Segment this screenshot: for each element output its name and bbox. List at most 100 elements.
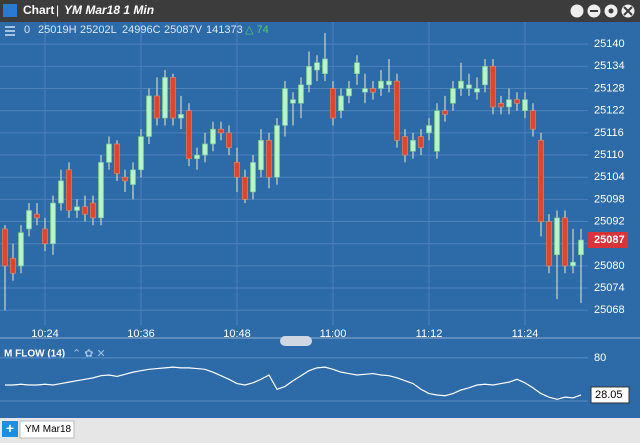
candle-body xyxy=(354,62,360,75)
tab-label: YM Mar18 xyxy=(25,424,72,435)
candle-body xyxy=(258,139,264,171)
candle-body xyxy=(74,206,80,211)
candle-body xyxy=(322,58,328,75)
candle-body xyxy=(146,95,152,137)
menu-button[interactable] xyxy=(5,26,15,36)
candle-body xyxy=(138,136,144,171)
candle-body xyxy=(434,110,440,152)
candle-body xyxy=(522,99,528,111)
candle-body xyxy=(466,84,472,89)
last-value-label: 28.05 xyxy=(595,389,623,401)
indicator-line xyxy=(5,366,582,400)
candle-body xyxy=(122,176,128,182)
candle-body xyxy=(442,110,448,115)
candle-body xyxy=(114,143,120,174)
window-buttons[interactable] xyxy=(570,4,635,18)
candle-body xyxy=(162,77,168,119)
indicator-controls[interactable]: ⌃ ✿ ✕ xyxy=(72,348,106,360)
x-tick-label: 11:00 xyxy=(320,328,347,340)
candle-body xyxy=(370,88,376,93)
candle-body xyxy=(250,162,256,193)
candle-body xyxy=(50,202,56,245)
candle-body xyxy=(450,88,456,104)
candle-body xyxy=(418,136,424,148)
info-field: 141373 xyxy=(206,24,243,36)
x-tick-label: 10:48 xyxy=(223,328,251,340)
y-tick-label: 25104 xyxy=(594,171,625,183)
candle-body xyxy=(570,261,576,267)
candle-body xyxy=(18,232,24,267)
x-tick-label: 11:24 xyxy=(512,328,539,340)
separator: | xyxy=(56,3,59,17)
candle-body xyxy=(378,80,384,89)
y-tick-label: 25110 xyxy=(594,149,624,161)
candle-body xyxy=(202,143,208,156)
panel-resize-handle[interactable] xyxy=(280,336,312,346)
info-field: 25019H xyxy=(38,24,77,36)
y-tick-label: 25074 xyxy=(594,282,625,294)
candle-body xyxy=(490,66,496,108)
candle-body xyxy=(426,125,432,134)
candle-body xyxy=(170,77,176,119)
info-field: 25202L xyxy=(80,24,117,36)
candle-body xyxy=(130,169,136,185)
x-tick-label: 11:12 xyxy=(416,328,443,340)
info-field: 24996C xyxy=(122,24,161,36)
candle-body xyxy=(362,88,368,93)
candle-body xyxy=(314,62,320,71)
change: △ 74 xyxy=(245,24,269,36)
candle-body xyxy=(546,221,552,267)
icon xyxy=(608,8,614,14)
candle-body xyxy=(306,66,312,86)
y-tick-label: 25080 xyxy=(594,260,625,272)
candle-body xyxy=(210,128,216,145)
candle-body xyxy=(34,213,40,219)
candle-body xyxy=(66,169,72,211)
candle-body xyxy=(154,95,160,119)
icon xyxy=(590,10,598,12)
candle-body xyxy=(82,206,88,215)
candle-body xyxy=(474,88,480,93)
candle-body xyxy=(42,228,48,245)
candle-body xyxy=(498,102,504,108)
candle-body xyxy=(530,110,536,130)
candle-body xyxy=(90,202,96,219)
y-tick-label: 25098 xyxy=(594,193,625,205)
candle-body xyxy=(482,66,488,86)
candle-body xyxy=(330,88,336,119)
indicator-title: M FLOW (14) xyxy=(4,349,65,360)
chart-title: YM Mar18 1 Min xyxy=(64,3,154,17)
candle-body xyxy=(514,99,520,104)
add-tab-button[interactable] xyxy=(2,421,18,437)
candle-body xyxy=(242,176,248,200)
x-tick-label: 10:24 xyxy=(31,328,59,340)
candle-body xyxy=(386,80,392,86)
candle-body xyxy=(58,180,64,204)
tab[interactable] xyxy=(19,420,75,439)
help-button[interactable] xyxy=(570,4,584,18)
window-title: Chart xyxy=(23,3,54,17)
y-tick-label: 25122 xyxy=(594,105,625,117)
info-field: 0 xyxy=(24,24,30,36)
tab-bar xyxy=(0,418,640,443)
candle-body xyxy=(194,154,200,160)
add-icon: + xyxy=(6,420,14,436)
candle-body xyxy=(346,88,352,97)
candle-body xyxy=(554,217,560,256)
candle-body xyxy=(26,210,32,230)
title-bar xyxy=(0,0,640,22)
y-tick-label: 25068 xyxy=(594,304,625,316)
candle-body xyxy=(234,162,240,178)
candle-body xyxy=(394,80,400,141)
candle-body xyxy=(458,80,464,89)
candle-body xyxy=(106,143,112,163)
last-price-label: 25087 xyxy=(594,234,625,246)
last-value-box xyxy=(590,386,630,404)
candle-body xyxy=(410,139,416,152)
candle-body xyxy=(266,139,272,178)
candle-body xyxy=(186,110,192,160)
candle-body xyxy=(290,99,296,104)
candle-body xyxy=(338,95,344,111)
y-tick-label: 25134 xyxy=(594,60,625,72)
candle-body xyxy=(226,132,232,148)
